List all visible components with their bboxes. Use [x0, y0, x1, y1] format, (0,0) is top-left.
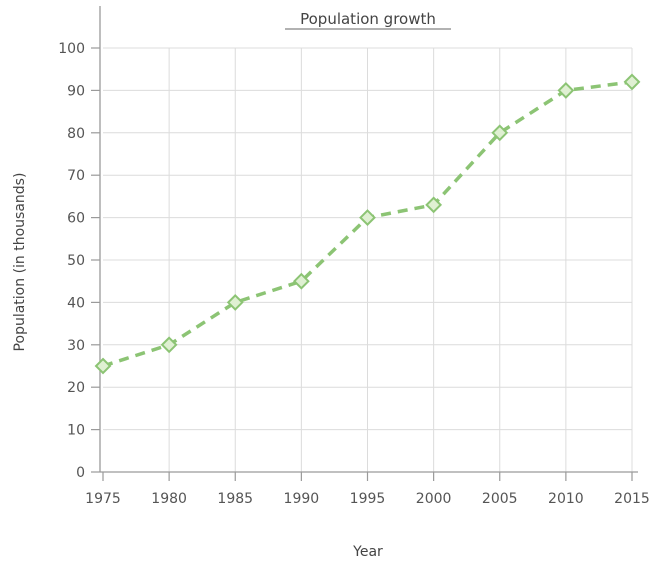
y-tick-label: 100: [58, 41, 85, 57]
data-point-marker: [94, 357, 112, 375]
y-tick-label: 60: [67, 211, 85, 227]
y-tick-label: 40: [67, 295, 85, 311]
y-tick-label: 30: [67, 338, 85, 354]
labels: Population growth Year Population (in th…: [12, 10, 451, 560]
axes: 0 10 20 30 40 50 60 70 80 90 100 1975 1980 1985 1990 19…: [58, 6, 650, 507]
data-point-marker: [359, 209, 376, 227]
data-point-marker: [623, 73, 641, 91]
data-point-marker: [491, 124, 509, 142]
data-point-marker: [292, 272, 310, 290]
grid: [103, 47, 633, 472]
y-axis-label: Population (in thousands): [12, 173, 28, 352]
y-tick-label: 90: [67, 83, 85, 99]
x-axis-label: Year: [352, 544, 383, 560]
series-layer: [94, 73, 641, 375]
y-tick-label: 70: [67, 168, 85, 184]
x-tick-label: 1975: [85, 491, 121, 507]
data-point-marker: [160, 336, 178, 354]
x-tick-label: 1980: [151, 491, 187, 507]
x-tick-label: 1985: [217, 491, 253, 507]
x-tick-label: 2010: [548, 491, 584, 507]
y-tick-label: 20: [67, 380, 85, 396]
x-tick-label: 2000: [416, 491, 452, 507]
x-tick-label: 2005: [482, 491, 518, 507]
data-point-marker: [425, 196, 443, 214]
data-point-marker: [226, 293, 244, 311]
y-tick-label: 80: [67, 126, 85, 142]
y-tick-label: 10: [67, 423, 85, 439]
x-tick-label: 2015: [614, 491, 650, 507]
x-tick-label: 1990: [284, 491, 320, 507]
x-tick-label: 1995: [350, 491, 386, 507]
chart-title: Population growth: [300, 10, 436, 28]
data-point-marker: [557, 81, 575, 99]
y-tick-label: 50: [67, 253, 85, 269]
y-tick-label: 0: [76, 465, 85, 481]
